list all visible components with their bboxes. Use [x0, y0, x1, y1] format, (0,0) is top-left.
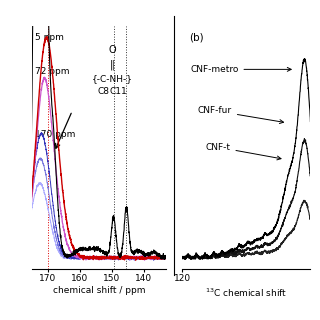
- X-axis label: $^{13}$C chemical shift: $^{13}$C chemical shift: [205, 286, 287, 299]
- Text: C11: C11: [110, 87, 128, 96]
- Text: (b): (b): [189, 33, 204, 43]
- Text: O: O: [109, 45, 116, 55]
- Text: CNF-t: CNF-t: [205, 143, 281, 160]
- Text: ‖: ‖: [110, 59, 115, 70]
- Text: 5 ppm: 5 ppm: [35, 33, 64, 42]
- Text: C8: C8: [98, 87, 110, 96]
- Text: 72 ppm: 72 ppm: [35, 67, 69, 76]
- Text: CNF-metro: CNF-metro: [190, 65, 291, 74]
- Text: 170 ppm: 170 ppm: [35, 130, 75, 139]
- Text: {-C-NH-}: {-C-NH-}: [92, 75, 133, 84]
- Text: CNF-fur: CNF-fur: [198, 106, 284, 124]
- X-axis label: chemical shift / ppm: chemical shift / ppm: [53, 286, 146, 295]
